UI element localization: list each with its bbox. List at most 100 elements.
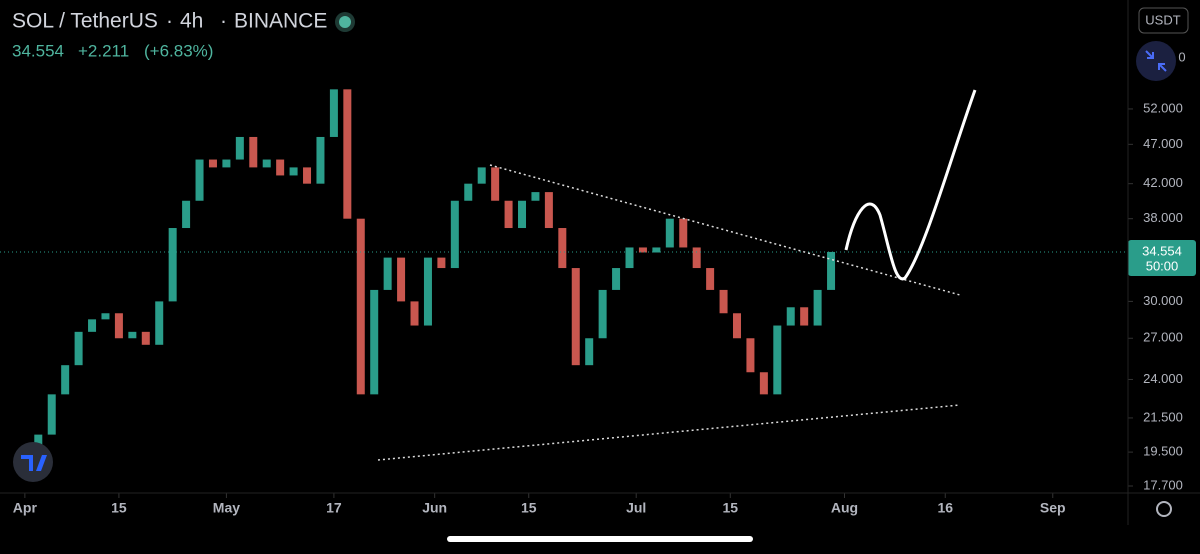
x-tick-label: Sep [1040,500,1066,516]
candle [222,159,231,168]
candle [638,247,647,253]
candle [47,394,56,435]
candle [276,159,285,176]
candle [773,325,782,395]
candle [558,228,567,269]
change: +2.211 [78,41,129,60]
candle [289,167,298,176]
change-percent: (+6.83%) [144,41,213,60]
candle [343,89,352,219]
candle [329,89,338,137]
candle [813,289,822,326]
currency-button[interactable] [1138,7,1189,34]
settings-icon[interactable] [1156,501,1172,517]
candle [114,313,123,339]
candle [652,247,661,253]
candle [141,331,150,345]
candle [732,313,741,339]
candle [88,319,97,332]
candle [450,200,459,269]
plot-area: 52.000 47.000 42.000 38.000 30.000 27.000 24.0… [0,89,1196,516]
separator: · [166,10,173,33]
y-tick-label: 17.700 [1143,477,1183,492]
x-tick-label: Aug [831,500,858,516]
candle [598,289,607,339]
candle [719,289,728,314]
candle [410,301,419,326]
x-tick-label: Jul [626,500,646,516]
candle [155,301,164,345]
candle [182,200,191,229]
candle [208,159,217,168]
candle [195,159,204,201]
y-tick-label: 52.000 [1143,100,1183,115]
candle [235,136,244,160]
upper-trendline [489,164,961,296]
top-tick-label: 0 [1178,49,1185,64]
scale-button[interactable] [1136,41,1176,81]
y-tick-label: 19.500 [1143,444,1183,459]
candle [571,268,580,366]
candle [249,136,258,168]
y-tick-label: 24.000 [1143,371,1183,386]
candle [518,200,527,229]
y-tick-label: 30.000 [1143,293,1183,308]
candle [692,247,701,269]
separator: · [220,10,227,33]
candle [397,257,406,302]
last-price-label: 34.554 [1142,243,1182,258]
candle [101,313,110,320]
y-tick-label: 47.000 [1143,136,1183,151]
candle [262,159,271,168]
exchange: BINANCE [234,10,327,33]
candle [504,200,513,229]
x-tick-label: 17 [326,500,342,516]
x-tick-label: May [213,500,240,516]
candle [464,183,473,201]
candle [128,331,137,339]
scale-icon [1145,50,1167,72]
candle [612,268,621,290]
candle [706,268,715,290]
y-tick-label: 42.000 [1143,175,1183,190]
candle [477,167,486,184]
candle [746,338,755,373]
projection-path [844,89,977,281]
candle [665,218,674,248]
home-indicator [447,536,753,542]
price-tag [1128,239,1196,276]
candle [759,372,768,395]
candle [625,247,634,269]
x-tick-label: Apr [13,500,38,516]
candle [827,251,836,290]
x-tick-label: 16 [937,500,953,516]
candle [491,167,500,201]
candle [423,257,432,326]
candle [679,218,688,248]
candle [74,331,83,366]
price: 34.554 [12,41,64,60]
candle [316,136,325,184]
candle [303,167,312,184]
status-dot [339,16,351,28]
y-tick-label: 38.000 [1143,210,1183,225]
candle [786,307,795,326]
x-tick-label: 15 [722,500,738,516]
currency[interactable]: USDT [1145,12,1180,27]
candle [437,257,446,269]
y-tick-label: 21.500 [1143,409,1183,424]
candle [168,228,177,302]
candle [800,307,809,326]
candle [383,257,392,290]
candle [61,365,70,395]
x-tick-label: 15 [521,500,537,516]
interval: 4h [180,10,203,33]
logo [21,455,47,471]
x-tick-label: Jun [422,500,447,516]
candle [585,338,594,366]
y-tick-label: 27.000 [1143,330,1183,345]
candle [531,192,540,201]
countdown: 50:00 [1146,258,1179,273]
